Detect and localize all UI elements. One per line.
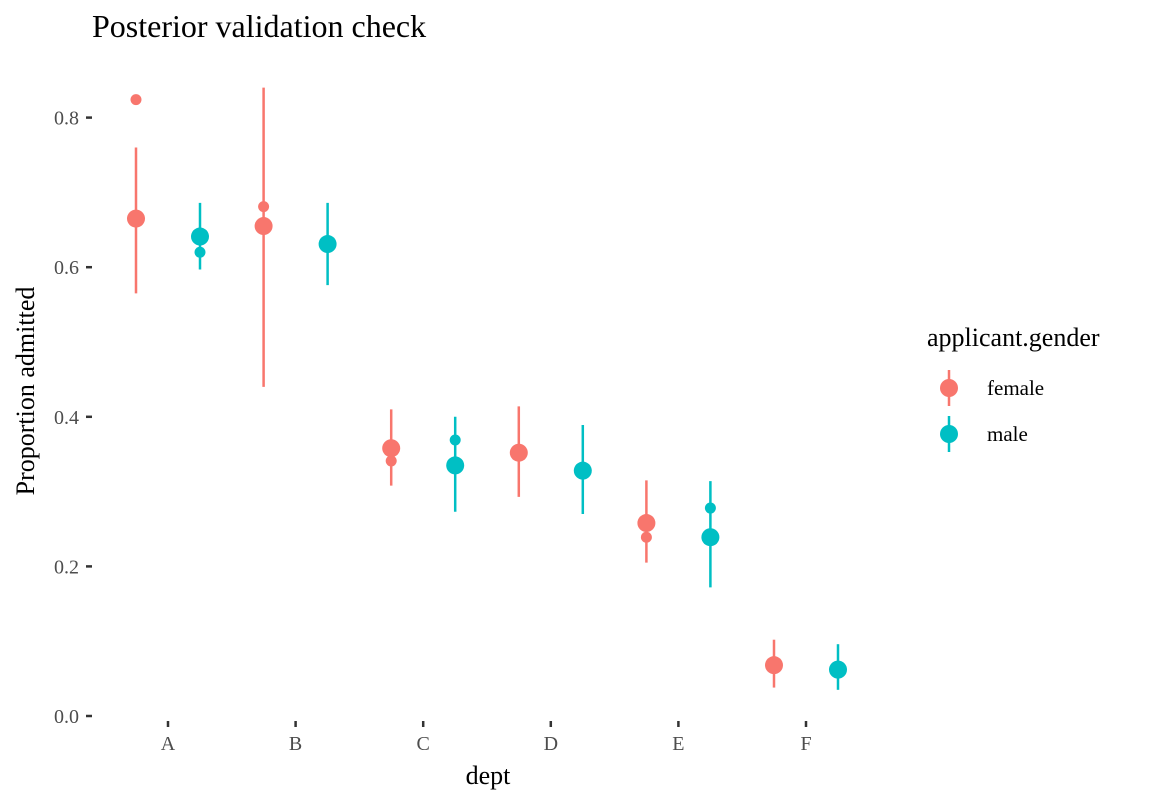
- mean-point-male-E: [701, 528, 720, 547]
- observed-point-male-E: [704, 502, 716, 514]
- mean-point-female-B: [254, 217, 273, 236]
- mean-point-female-C: [382, 439, 401, 458]
- observed-point-female-B: [258, 201, 270, 213]
- y-axis-title: Proportion admitted: [11, 287, 40, 496]
- x-tick-label: B: [289, 733, 302, 755]
- y-axis: 0.0 0.2 0.4 0.6 0.8: [54, 108, 92, 728]
- legend-label-female: female: [987, 376, 1044, 400]
- y-tick-label: 0.4: [54, 407, 79, 429]
- legend: applicant.gender female male: [927, 323, 1100, 452]
- legend-key-point-male: [940, 425, 958, 443]
- mean-point-male-D: [573, 461, 592, 480]
- y-tick-label: 0.8: [54, 108, 79, 130]
- x-tick-label: C: [417, 733, 430, 755]
- legend-key-point-female: [940, 379, 958, 397]
- mean-point-female-F: [765, 656, 783, 675]
- x-axis-title: dept: [466, 761, 512, 790]
- legend-title: applicant.gender: [927, 323, 1100, 352]
- mean-point-female-D: [509, 443, 528, 462]
- y-tick-label: 0.2: [54, 556, 79, 578]
- plot-panel: [127, 87, 847, 690]
- x-tick-label: F: [800, 733, 811, 755]
- x-axis: A B C D E F: [161, 721, 812, 755]
- observed-point-female-C: [385, 455, 397, 467]
- observed-point-male-C: [449, 434, 461, 446]
- legend-label-male: male: [987, 422, 1028, 446]
- observed-point-female-E: [640, 531, 652, 543]
- mean-point-male-F: [829, 660, 847, 679]
- y-tick-label: 0.6: [54, 257, 79, 279]
- observed-point-male-A: [194, 246, 206, 258]
- observed-point-female-A: [130, 94, 142, 106]
- mean-point-male-C: [446, 456, 465, 475]
- mean-point-male-A: [191, 227, 209, 246]
- x-tick-label: E: [672, 733, 684, 755]
- mean-point-male-B: [318, 235, 337, 254]
- mean-point-female-E: [637, 514, 656, 533]
- chart-title: Posterior validation check: [92, 8, 426, 44]
- y-tick-label: 0.0: [54, 706, 79, 728]
- x-tick-label: D: [544, 733, 558, 755]
- x-tick-label: A: [161, 733, 176, 755]
- mean-point-female-A: [127, 209, 145, 228]
